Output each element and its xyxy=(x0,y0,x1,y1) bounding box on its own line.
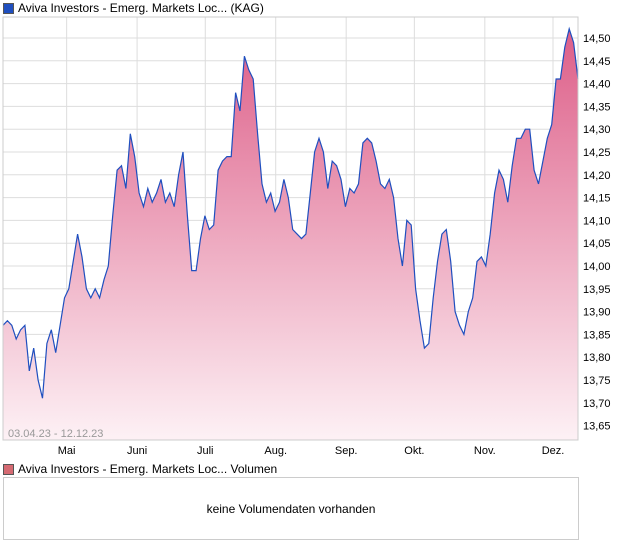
y-tick-label: 13,85 xyxy=(583,329,611,341)
y-tick-label: 13,90 xyxy=(583,307,611,319)
y-tick-label: 13,65 xyxy=(583,421,611,433)
y-tick-label: 14,35 xyxy=(583,101,611,113)
y-tick-label: 14,45 xyxy=(583,56,611,68)
x-tick-label: Juni xyxy=(127,445,147,457)
y-tick-label: 14,20 xyxy=(583,170,611,182)
x-tick-label: Mai xyxy=(58,445,76,457)
x-tick-label: Aug. xyxy=(264,445,287,457)
price-line xyxy=(2,26,579,399)
y-tick-label: 14,15 xyxy=(583,193,611,205)
y-tick-label: 14,30 xyxy=(583,124,611,136)
y-tick-label: 13,80 xyxy=(583,352,611,364)
y-tick-label: 13,75 xyxy=(583,375,611,387)
legend-swatch xyxy=(3,2,14,14)
y-tick-label: 13,95 xyxy=(583,284,611,296)
x-tick-label: Okt. xyxy=(404,445,424,457)
legend-swatch xyxy=(3,463,14,475)
x-tick-label: Nov. xyxy=(474,445,496,457)
y-tick-label: 13,70 xyxy=(583,398,611,410)
y-tick-label: 14,10 xyxy=(583,215,611,227)
y-tick-label: 14,00 xyxy=(583,261,611,273)
price-area xyxy=(3,28,578,441)
volume-panel: keine Volumendaten vorhanden xyxy=(3,477,579,540)
legend-label: Aviva Investors - Emerg. Markets Loc... … xyxy=(18,1,264,15)
y-tick-label: 14,40 xyxy=(583,79,611,91)
legend-label: Aviva Investors - Emerg. Markets Loc... … xyxy=(18,462,278,476)
y-tick-label: 14,25 xyxy=(583,147,611,159)
x-tick-label: Dez. xyxy=(542,445,565,457)
main-legend: Aviva Investors - Emerg. Markets Loc... … xyxy=(3,1,264,15)
volume-legend: Aviva Investors - Emerg. Markets Loc... … xyxy=(3,462,277,476)
no-volume-message: keine Volumendaten vorhanden xyxy=(206,501,376,516)
y-tick-label: 14,50 xyxy=(583,33,611,45)
x-tick-label: Juli xyxy=(197,445,214,457)
y-tick-label: 14,05 xyxy=(583,238,611,250)
price-chart: 03.04.23 - 12.12.23 14,50 14,45 14,40 14,35… xyxy=(2,16,611,457)
x-tick-label: Sep. xyxy=(335,445,358,457)
date-range-label: 03.04.23 - 12.12.23 xyxy=(8,428,103,440)
